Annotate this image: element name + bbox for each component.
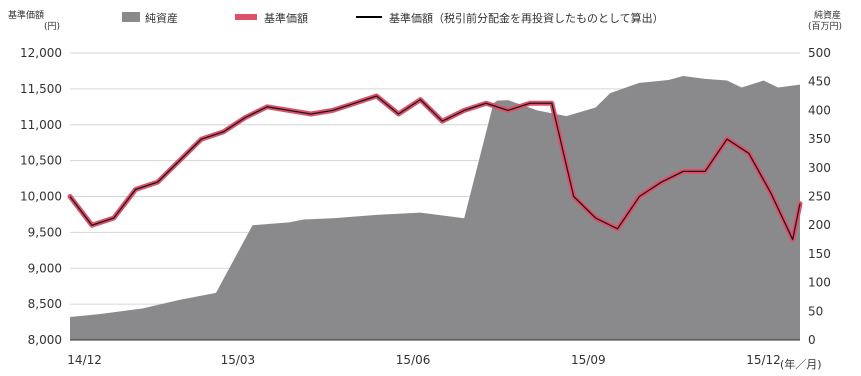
right-tick-label: 50 (808, 304, 823, 318)
legend-label-nav-reinvested: 基準価額（税引前分配金を再投資したものとして算出） (389, 11, 664, 25)
right-tick-label: 150 (808, 247, 831, 261)
legend-label-net-assets: 純資産 (145, 12, 178, 25)
right-tick-label: 450 (808, 75, 831, 89)
x-axis-ticks: 14/12 15/03 15/06 15/09 15/12 (67, 353, 780, 367)
right-tick-label: 300 (808, 161, 831, 175)
legend: 純資産 基準価額 基準価額（税引前分配金を再投資したものとして算出） (122, 11, 664, 25)
right-tick-label: 400 (808, 103, 831, 117)
left-tick-label: 8,500 (28, 297, 62, 311)
right-tick-label: 100 (808, 276, 831, 290)
left-tick-label: 9,000 (28, 261, 62, 275)
legend-swatch-nav (235, 14, 257, 20)
x-tick-label: 15/12 (746, 353, 781, 367)
x-tick-label: 14/12 (67, 353, 102, 367)
net-assets-area-layer (70, 75, 800, 341)
legend-swatch-net-assets (122, 12, 140, 22)
x-tick-label: 15/03 (221, 353, 256, 367)
left-axis-label: 基準価額 (8, 9, 44, 21)
left-axis-unit: (円) (44, 21, 60, 32)
left-tick-label: 10,500 (20, 154, 62, 168)
net-assets-area (70, 75, 800, 341)
x-tick-label: 15/09 (571, 353, 606, 367)
right-axis-label: 純資産 (814, 9, 841, 21)
right-tick-label: 0 (808, 333, 816, 347)
right-axis-unit: (百万円) (808, 21, 842, 32)
x-tick-label: 15/06 (396, 353, 431, 367)
left-tick-label: 10,000 (20, 190, 62, 204)
left-tick-label: 12,000 (20, 46, 62, 60)
left-tick-label: 8,000 (28, 333, 62, 347)
left-tick-label: 11,000 (20, 118, 62, 132)
left-tick-label: 9,500 (28, 225, 62, 239)
x-axis-unit: (年／月) (780, 357, 822, 371)
right-tick-label: 200 (808, 218, 831, 232)
nav-line-layer (67, 93, 803, 243)
right-tick-label: 350 (808, 132, 831, 146)
right-tick-label: 500 (808, 46, 831, 60)
left-tick-label: 11,500 (20, 82, 62, 96)
right-tick-label: 250 (808, 190, 831, 204)
left-axis-ticks: 12,000 11,500 11,000 10,500 10,000 9,500 9,000… (20, 46, 62, 347)
legend-label-nav: 基準価額 (264, 11, 308, 25)
nav-reinvested-line (69, 95, 801, 241)
